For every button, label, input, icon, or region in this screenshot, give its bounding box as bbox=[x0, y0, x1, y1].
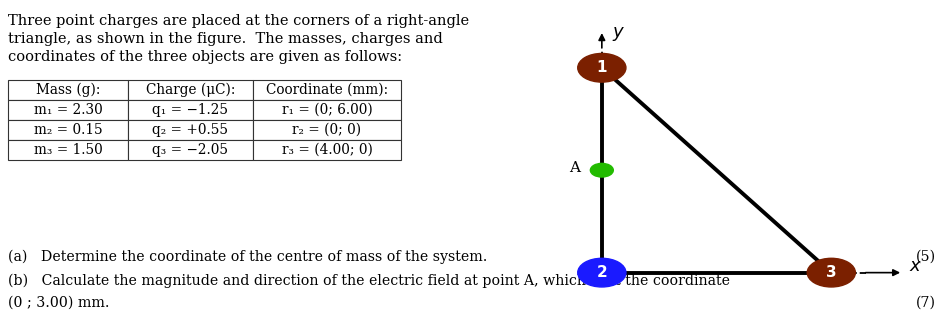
Text: m₃ = 1.50: m₃ = 1.50 bbox=[34, 143, 102, 157]
Text: coordinates of the three objects are given as follows:: coordinates of the three objects are giv… bbox=[8, 50, 402, 64]
Text: r₃ = (4.00; 0): r₃ = (4.00; 0) bbox=[281, 143, 373, 157]
Text: (5): (5) bbox=[916, 250, 936, 264]
Bar bbox=[253, 120, 401, 140]
Text: A: A bbox=[569, 161, 580, 175]
Bar bbox=[253, 100, 401, 120]
Bar bbox=[128, 100, 253, 120]
Text: 3: 3 bbox=[826, 265, 836, 280]
Text: $x$: $x$ bbox=[909, 258, 922, 276]
Text: m₂ = 0.15: m₂ = 0.15 bbox=[34, 123, 102, 137]
Text: q₂ = +0.55: q₂ = +0.55 bbox=[153, 123, 228, 137]
Text: Three point charges are placed at the corners of a right-angle: Three point charges are placed at the co… bbox=[8, 14, 469, 28]
Circle shape bbox=[578, 258, 626, 287]
Text: (b)   Calculate the magnitude and direction of the electric field at point A, wh: (b) Calculate the magnitude and directio… bbox=[8, 274, 730, 289]
Text: q₁ = −1.25: q₁ = −1.25 bbox=[153, 103, 228, 117]
Bar bbox=[8, 100, 128, 120]
Bar bbox=[8, 120, 128, 140]
Bar bbox=[128, 120, 253, 140]
Bar bbox=[8, 80, 128, 100]
Text: triangle, as shown in the figure.  The masses, charges and: triangle, as shown in the figure. The ma… bbox=[8, 32, 443, 46]
Text: r₁ = (0; 6.00): r₁ = (0; 6.00) bbox=[281, 103, 372, 117]
Text: (0 ; 3.00) mm.: (0 ; 3.00) mm. bbox=[8, 296, 110, 310]
Bar bbox=[253, 140, 401, 160]
Text: 1: 1 bbox=[597, 60, 607, 75]
Text: (7): (7) bbox=[916, 296, 936, 310]
Text: Mass (g):: Mass (g): bbox=[36, 83, 100, 97]
Bar bbox=[128, 80, 253, 100]
Bar bbox=[128, 140, 253, 160]
Circle shape bbox=[590, 163, 614, 177]
Text: m₁ = 2.30: m₁ = 2.30 bbox=[34, 103, 102, 117]
Bar bbox=[253, 80, 401, 100]
Text: q₃ = −2.05: q₃ = −2.05 bbox=[153, 143, 228, 157]
Text: r₂ = (0; 0): r₂ = (0; 0) bbox=[293, 123, 362, 137]
Circle shape bbox=[807, 258, 855, 287]
Text: 2: 2 bbox=[597, 265, 607, 280]
Circle shape bbox=[578, 53, 626, 82]
Text: (a)   Determine the coordinate of the centre of mass of the system.: (a) Determine the coordinate of the cent… bbox=[8, 250, 487, 264]
Text: $y$: $y$ bbox=[612, 25, 626, 43]
Bar bbox=[8, 140, 128, 160]
Text: Coordinate (mm):: Coordinate (mm): bbox=[266, 83, 388, 97]
Text: Charge (μC):: Charge (μC): bbox=[145, 83, 235, 97]
